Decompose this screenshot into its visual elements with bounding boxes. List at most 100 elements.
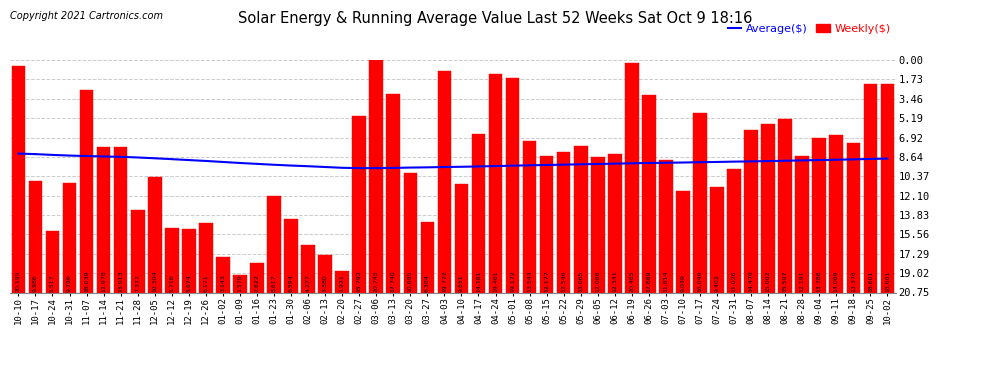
Bar xyxy=(62,183,76,292)
Text: 18.601: 18.601 xyxy=(868,271,873,292)
Bar xyxy=(267,196,281,292)
Bar xyxy=(165,228,178,292)
Bar xyxy=(471,134,485,292)
Bar xyxy=(846,142,860,292)
Text: 15.507: 15.507 xyxy=(783,270,788,292)
Text: 15.792: 15.792 xyxy=(356,270,361,292)
Text: 12.177: 12.177 xyxy=(544,270,549,292)
Text: 14.181: 14.181 xyxy=(476,270,481,292)
Text: 5.517: 5.517 xyxy=(50,274,55,292)
Text: 20.195: 20.195 xyxy=(16,270,21,292)
Text: 20.465: 20.465 xyxy=(630,270,635,292)
Text: 14.069: 14.069 xyxy=(834,270,839,292)
Bar xyxy=(216,257,230,292)
Bar xyxy=(523,141,537,292)
Text: 19.461: 19.461 xyxy=(493,270,498,292)
Bar xyxy=(301,244,315,292)
Text: 17.669: 17.669 xyxy=(646,270,651,292)
Bar xyxy=(131,210,145,292)
Bar xyxy=(813,138,826,292)
Bar xyxy=(625,63,639,292)
Text: 3.380: 3.380 xyxy=(323,274,328,292)
Text: 2.622: 2.622 xyxy=(254,274,259,292)
Text: 12.088: 12.088 xyxy=(595,270,600,292)
Text: 15.002: 15.002 xyxy=(765,270,770,292)
Text: 11.814: 11.814 xyxy=(663,270,668,292)
Bar xyxy=(182,229,196,292)
Text: 1.579: 1.579 xyxy=(238,274,243,292)
Bar xyxy=(250,263,263,292)
Text: 6.594: 6.594 xyxy=(288,274,294,292)
Bar xyxy=(404,172,417,292)
Bar xyxy=(233,275,247,292)
Bar xyxy=(284,219,298,292)
Bar xyxy=(830,135,843,292)
Bar xyxy=(881,84,894,292)
Text: 3.143: 3.143 xyxy=(221,274,226,292)
Bar xyxy=(863,84,877,292)
Text: 11.026: 11.026 xyxy=(732,270,737,292)
Bar xyxy=(710,187,724,292)
Text: 4.277: 4.277 xyxy=(306,274,311,292)
Bar xyxy=(608,154,622,292)
Text: 20.745: 20.745 xyxy=(374,270,379,292)
Bar xyxy=(319,255,332,292)
Text: 13.065: 13.065 xyxy=(578,270,583,292)
Bar xyxy=(336,271,349,292)
Bar xyxy=(489,75,502,292)
Bar xyxy=(643,94,655,292)
Bar xyxy=(12,66,25,292)
Bar xyxy=(114,147,128,292)
Text: 9.039: 9.039 xyxy=(680,274,685,292)
Bar xyxy=(454,184,468,292)
Bar xyxy=(29,181,43,292)
Bar xyxy=(574,146,587,292)
Bar xyxy=(148,177,161,292)
Text: 16.046: 16.046 xyxy=(698,270,703,292)
Text: 1.921: 1.921 xyxy=(340,274,345,292)
Text: 9.766: 9.766 xyxy=(67,274,72,292)
Text: 14.476: 14.476 xyxy=(748,270,753,292)
Bar xyxy=(676,191,690,292)
Text: 18.039: 18.039 xyxy=(84,270,89,292)
Bar xyxy=(761,124,775,292)
Text: 9.986: 9.986 xyxy=(33,274,38,292)
Bar xyxy=(693,113,707,292)
Bar xyxy=(659,160,673,292)
Bar xyxy=(591,157,605,292)
Text: 18.601: 18.601 xyxy=(885,271,890,292)
Bar xyxy=(795,156,809,292)
Text: 13.543: 13.543 xyxy=(527,270,532,292)
Bar xyxy=(438,71,451,292)
Text: 19.772: 19.772 xyxy=(442,270,446,292)
Text: 8.617: 8.617 xyxy=(271,274,276,292)
Text: 12.341: 12.341 xyxy=(612,270,618,292)
Bar xyxy=(728,169,741,292)
Text: 9.651: 9.651 xyxy=(459,274,464,292)
Text: 7.377: 7.377 xyxy=(136,274,141,292)
Legend: Average($), Weekly($): Average($), Weekly($) xyxy=(728,24,890,34)
Text: 17.740: 17.740 xyxy=(391,270,396,292)
Text: Solar Energy & Running Average Value Last 52 Weeks Sat Oct 9 18:16: Solar Energy & Running Average Value Las… xyxy=(238,11,752,26)
Bar xyxy=(540,156,553,292)
Text: Copyright 2021 Cartronics.com: Copyright 2021 Cartronics.com xyxy=(10,11,163,21)
Bar xyxy=(97,147,111,292)
Text: 12.546: 12.546 xyxy=(561,270,566,292)
Bar xyxy=(744,130,758,292)
Text: 10.695: 10.695 xyxy=(408,270,413,292)
Bar xyxy=(80,90,93,292)
Bar xyxy=(369,60,383,292)
Bar xyxy=(386,94,400,292)
Text: 5.674: 5.674 xyxy=(186,274,191,292)
Bar xyxy=(778,119,792,292)
Bar xyxy=(556,152,570,292)
Text: 19.172: 19.172 xyxy=(510,270,515,292)
Text: 13.376: 13.376 xyxy=(850,270,855,292)
Text: 6.304: 6.304 xyxy=(425,274,430,292)
Text: 10.304: 10.304 xyxy=(152,270,157,292)
Text: 6.171: 6.171 xyxy=(203,274,208,292)
Text: 12.978: 12.978 xyxy=(101,270,106,292)
Text: 12.191: 12.191 xyxy=(800,270,805,292)
Bar xyxy=(421,222,435,292)
Bar xyxy=(506,78,520,292)
